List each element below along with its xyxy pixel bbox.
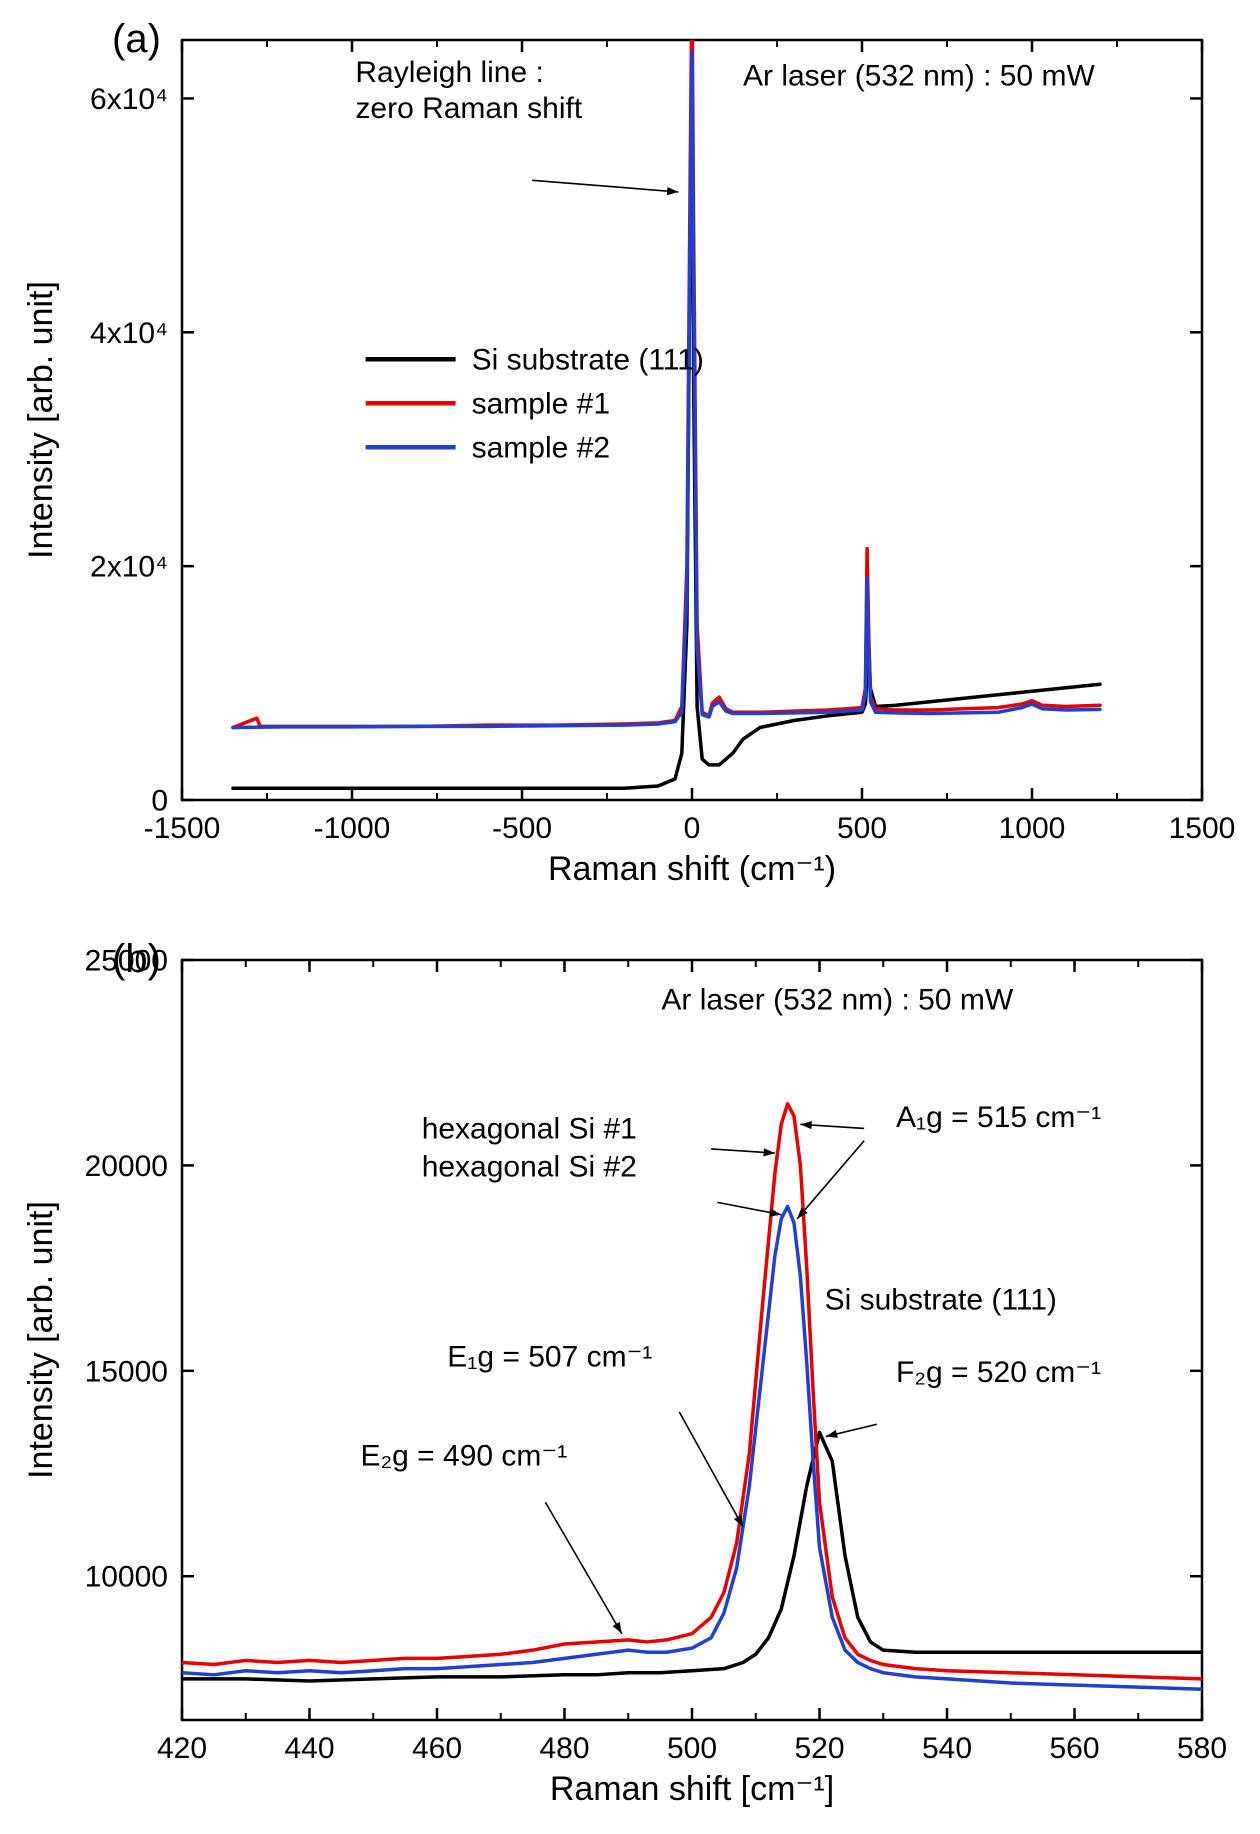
figure-svg: -1500-1000-50005001000150002x10⁴4x10⁴6x1… (0, 0, 1260, 1834)
svg-text:E₁g = 507 cm⁻¹: E₁g = 507 cm⁻¹ (447, 1341, 652, 1374)
series-line (182, 1104, 1202, 1679)
svg-text:Raman shift [cm⁻¹]: Raman shift [cm⁻¹] (550, 1770, 834, 1808)
svg-text:sample #1: sample #1 (472, 388, 610, 421)
svg-text:sample #2: sample #2 (472, 432, 610, 465)
svg-text:Ar laser (532 nm) : 50 mW: Ar laser (532 nm) : 50 mW (743, 60, 1095, 93)
svg-text:480: 480 (539, 1732, 589, 1765)
svg-text:-500: -500 (492, 812, 552, 845)
svg-text:(b): (b) (112, 937, 161, 981)
series-line (182, 1206, 1202, 1689)
svg-text:0: 0 (684, 812, 701, 845)
series-line (182, 1432, 1202, 1681)
svg-text:540: 540 (922, 1732, 972, 1765)
figure-root: -1500-1000-50005001000150002x10⁴4x10⁴6x1… (0, 0, 1260, 1834)
series-line (233, 52, 1100, 728)
svg-text:Si substrate (111): Si substrate (111) (472, 344, 704, 377)
svg-text:Si substrate (111): Si substrate (111) (825, 1284, 1057, 1317)
svg-text:F₂g = 520 cm⁻¹: F₂g = 520 cm⁻¹ (896, 1356, 1101, 1389)
svg-text:E₂g = 490 cm⁻¹: E₂g = 490 cm⁻¹ (361, 1439, 568, 1472)
svg-text:500: 500 (667, 1732, 717, 1765)
svg-text:6x10⁴: 6x10⁴ (90, 83, 168, 116)
svg-text:420: 420 (157, 1732, 207, 1765)
svg-text:1000: 1000 (999, 812, 1066, 845)
svg-text:0: 0 (151, 785, 168, 818)
svg-text:-1000: -1000 (314, 812, 391, 845)
svg-text:2x10⁴: 2x10⁴ (90, 551, 168, 584)
svg-text:(a): (a) (112, 17, 161, 61)
svg-text:440: 440 (284, 1732, 334, 1765)
svg-text:Intensity [arb. unit]: Intensity [arb. unit] (22, 1201, 60, 1479)
svg-text:Raman shift (cm⁻¹): Raman shift (cm⁻¹) (548, 850, 836, 888)
svg-text:4x10⁴: 4x10⁴ (90, 317, 168, 350)
series-line (233, 40, 1100, 788)
svg-text:500: 500 (837, 812, 887, 845)
svg-text:10000: 10000 (85, 1561, 168, 1594)
svg-text:20000: 20000 (85, 1150, 168, 1183)
svg-text:Intensity [arb. unit]: Intensity [arb. unit] (22, 281, 60, 559)
svg-text:560: 560 (1049, 1732, 1099, 1765)
svg-text:1500: 1500 (1169, 812, 1236, 845)
svg-text:hexagonal Si #2: hexagonal Si #2 (422, 1151, 637, 1184)
svg-text:520: 520 (794, 1732, 844, 1765)
svg-text:zero Raman shift: zero Raman shift (355, 92, 582, 125)
svg-text:15000: 15000 (85, 1355, 168, 1388)
svg-text:Rayleigh line :: Rayleigh line : (355, 56, 543, 89)
svg-text:hexagonal Si #1: hexagonal Si #1 (422, 1113, 637, 1146)
svg-text:580: 580 (1177, 1732, 1227, 1765)
svg-text:Ar laser (532 nm) : 50 mW: Ar laser (532 nm) : 50 mW (661, 983, 1013, 1016)
svg-text:460: 460 (412, 1732, 462, 1765)
svg-text:A₁g = 515 cm⁻¹: A₁g = 515 cm⁻¹ (896, 1101, 1101, 1134)
